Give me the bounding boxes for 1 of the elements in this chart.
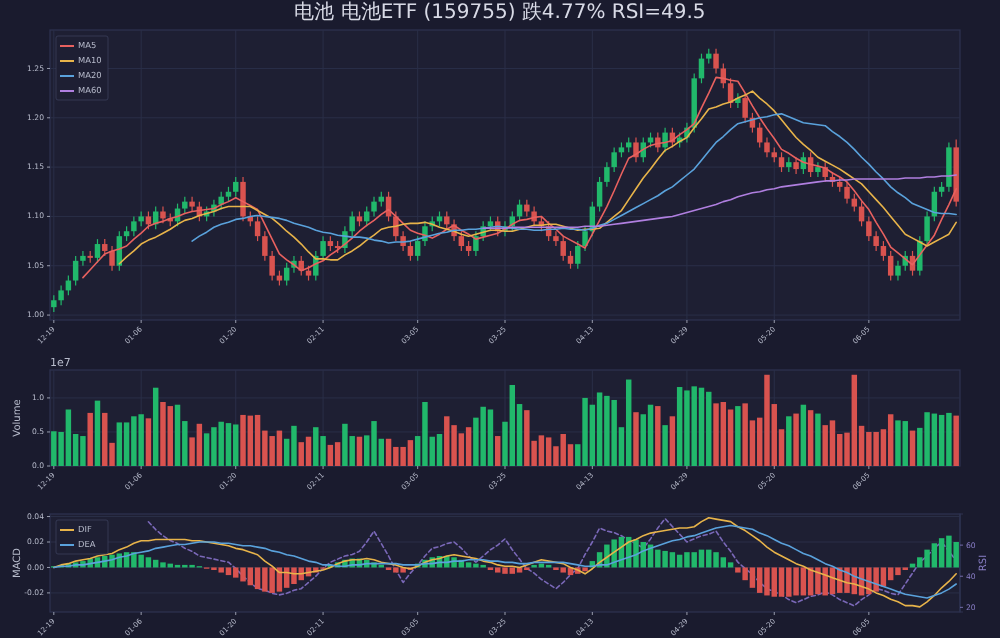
chart-title: 电池 电池ETF (159755) 跌4.77% RSI=49.5: [294, 0, 706, 24]
